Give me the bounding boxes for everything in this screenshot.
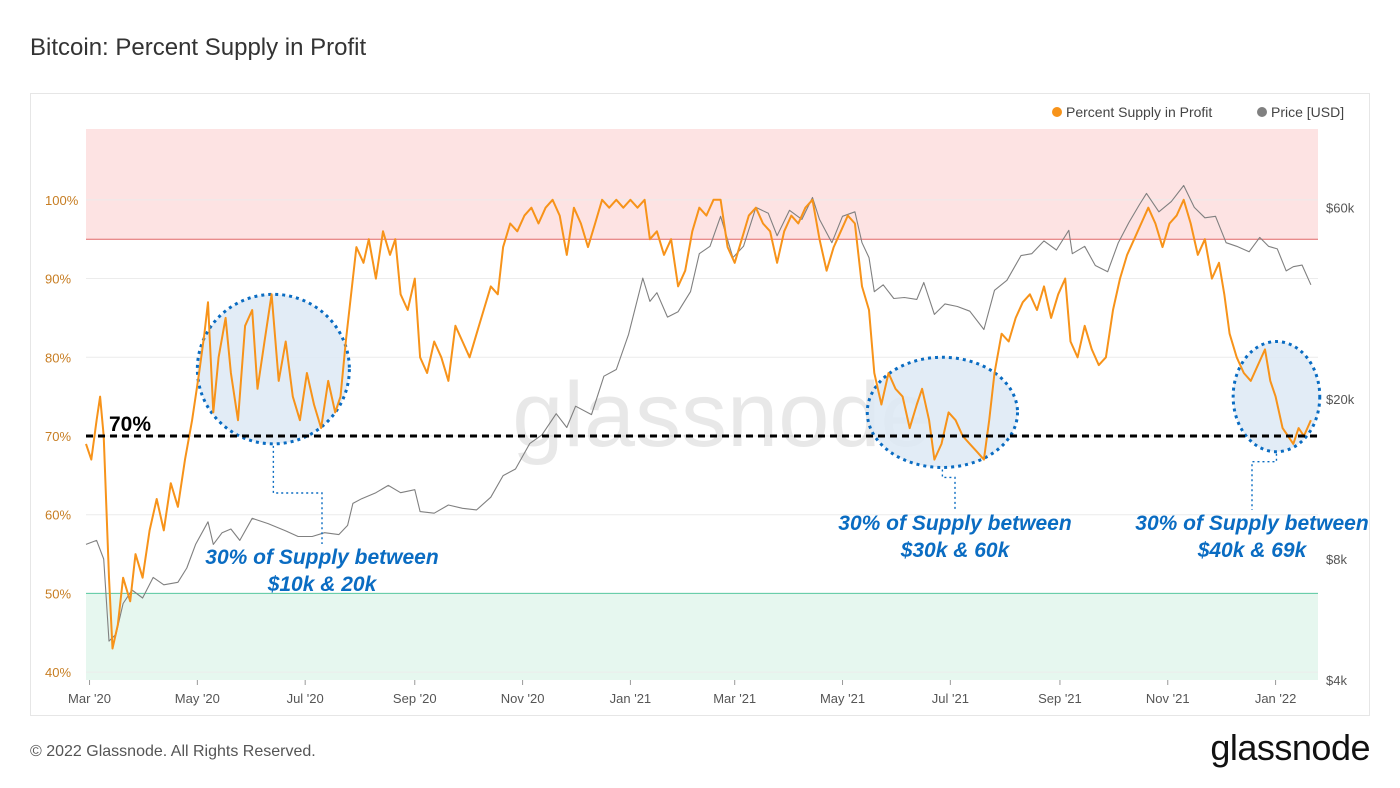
profit-series-line: [85, 198, 1312, 650]
annotation-ellipse-2: [865, 355, 1020, 469]
y-left-tick-label: 100%: [45, 193, 79, 208]
price-series-line: [85, 184, 1312, 642]
annotation-label-1-line-2: $10k & 20k: [267, 573, 378, 596]
annotation-label-1-line-1: 30% of Supply between: [205, 546, 438, 569]
x-tick-label: Sep '20: [393, 691, 437, 706]
lower-band: [86, 593, 1318, 680]
y-right-tick-label: $20k: [1326, 392, 1355, 407]
copyright-text: © 2022 Glassnode. All Rights Reserved.: [30, 743, 316, 760]
legend-label-1: Percent Supply in Profit: [1066, 104, 1212, 120]
annotation-label-2-line-1: 30% of Supply between: [838, 512, 1071, 535]
y-left-tick-label: 90%: [45, 272, 71, 287]
annotation-label-3-line-2: $40k & 69k: [1197, 539, 1308, 562]
x-tick-label: Mar '20: [68, 691, 111, 706]
y-left-tick-label: 80%: [45, 350, 71, 365]
x-tick-label: Sep '21: [1038, 691, 1082, 706]
annotation-connector-1: [272, 445, 323, 544]
chart-frame: glassnode 70% 30% of Supply between $10k & …: [30, 93, 1370, 716]
percent-supply-chart: glassnode 70% 30% of Supply between $10k & …: [45, 104, 1369, 706]
x-tick-label: Jul '20: [287, 691, 324, 706]
x-tick-label: Mar '21: [713, 691, 756, 706]
y-left-tick-label: 40%: [45, 665, 71, 680]
legend-marker-2: [1257, 107, 1267, 117]
watermark: glassnode: [512, 364, 931, 466]
y-right-tick-label: $8k: [1326, 552, 1347, 567]
x-tick-label: Jan '21: [610, 691, 652, 706]
x-tick-label: Jan '22: [1255, 691, 1297, 706]
glassnode-logo: glassnode: [1210, 727, 1370, 768]
annotation-label-3-line-1: 30% of Supply between: [1135, 512, 1368, 535]
x-tick-label: May '21: [820, 691, 865, 706]
y-left-tick-label: 60%: [45, 508, 71, 523]
x-tick-label: Nov '21: [1146, 691, 1190, 706]
x-tick-label: Jul '21: [932, 691, 969, 706]
y-left-tick-label: 50%: [45, 586, 71, 601]
annotation-connector-2: [941, 469, 956, 510]
y-right-tick-label: $4k: [1326, 673, 1347, 688]
annotation-connector-3: [1251, 453, 1278, 510]
legend-label-2: Price [USD]: [1271, 104, 1344, 120]
y-left-tick-label: 70%: [45, 429, 71, 444]
legend-marker-1: [1052, 107, 1062, 117]
annotation-label-2-line-2: $30k & 60k: [900, 539, 1011, 562]
y-right-tick-label: $60k: [1326, 200, 1355, 215]
x-tick-label: May '20: [175, 691, 220, 706]
x-tick-label: Nov '20: [501, 691, 545, 706]
page-title: Bitcoin: Percent Supply in Profit: [30, 34, 367, 61]
threshold-label: 70%: [109, 413, 151, 436]
upper-band: [86, 129, 1318, 240]
